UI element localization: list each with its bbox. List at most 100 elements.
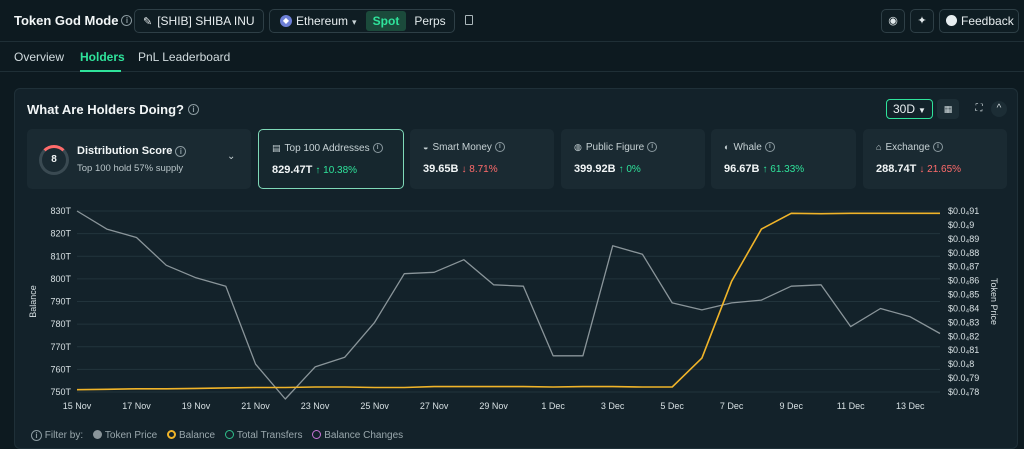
- copy-icon[interactable]: [465, 15, 473, 25]
- chain-dropdown[interactable]: ◆ Ethereum ▾: [270, 10, 366, 32]
- filter-token-price[interactable]: Token Price: [92, 430, 157, 441]
- app-title: Token God Mode i: [14, 13, 133, 28]
- card-value-text: 399.92B: [574, 163, 616, 175]
- feedback-button[interactable]: Feedback: [939, 9, 1019, 33]
- filter-dot: [166, 430, 176, 439]
- y2-tick-label: $0.0₄81: [948, 345, 979, 355]
- info-icon[interactable]: i: [175, 145, 187, 157]
- ethereum-icon: ◆: [280, 14, 292, 27]
- time-range-dropdown[interactable]: 30D ▼: [886, 99, 933, 119]
- x-tick-label: 1 Dec: [541, 401, 565, 411]
- market-spot-toggle[interactable]: Spot: [366, 11, 406, 31]
- token-selector[interactable]: ✎ [SHIB] SHIBA INU: [134, 9, 264, 33]
- holders-line-chart[interactable]: 750T 760T 770T 780T 790T 800T 810T 820T 830T $0.0…: [14, 200, 1010, 422]
- collapse-button[interactable]: ^: [991, 101, 1007, 117]
- app-title-text: Token God Mode: [14, 13, 119, 28]
- info-icon[interactable]: i: [764, 142, 775, 153]
- info-icon[interactable]: i: [494, 142, 505, 153]
- market-perps-toggle[interactable]: Perps: [414, 14, 446, 28]
- pencil-icon: ✎: [143, 16, 153, 28]
- filter-balance-changes[interactable]: Balance Changes: [312, 430, 403, 441]
- chevron-down-icon: ▾: [352, 17, 357, 27]
- tab-holders[interactable]: Holders: [80, 50, 125, 64]
- x-tick-label: 25 Nov: [360, 401, 389, 411]
- y-tick-label: 760T: [50, 364, 71, 374]
- chat-bubble-icon: [946, 15, 957, 27]
- y2-tick-label: $0.0₄78: [948, 387, 979, 397]
- time-range-label: 30D: [893, 102, 916, 116]
- panel-title: What Are Holders Doing? i: [27, 102, 199, 117]
- y-tick-label: 780T: [50, 319, 71, 329]
- info-icon[interactable]: i: [187, 104, 199, 116]
- top-bar: Token God Mode i ✎ [SHIB] SHIBA INU ◆ Ether…: [0, 0, 1024, 42]
- chevron-up-icon: ^: [996, 103, 1002, 114]
- card-label-text: Smart Money: [432, 142, 492, 153]
- panel-title-text: What Are Holders Doing?: [27, 102, 184, 117]
- expand-icon: ⛶: [975, 103, 983, 114]
- y2-tick-label: $0.0₄89: [948, 234, 979, 244]
- info-icon[interactable]: i: [932, 142, 943, 153]
- x-tick-label: 3 Dec: [601, 401, 625, 411]
- y-tick-label: 770T: [50, 342, 71, 352]
- token-label: [SHIB] SHIBA INU: [157, 14, 255, 28]
- series-line-token-price: [76, 210, 941, 400]
- watch-button[interactable]: ◉: [881, 9, 905, 33]
- y2-tick-label: $0.0₄88: [948, 248, 979, 258]
- card-public-figure[interactable]: ◍ Public Figure i 399.92B ↑ 0%: [561, 129, 705, 189]
- chevron-down-icon[interactable]: ⌄: [227, 151, 236, 162]
- calendar-button[interactable]: ▦: [937, 99, 959, 119]
- card-label-text: Top 100 Addresses: [284, 143, 370, 154]
- x-tick-label: 17 Nov: [122, 401, 151, 411]
- filter-dot: [224, 430, 234, 439]
- filter-balance[interactable]: Balance: [166, 430, 215, 441]
- filter-dot: [312, 430, 322, 439]
- y2-tick-label: $0.0₄86: [948, 276, 979, 286]
- x-tick-label: 23 Nov: [301, 401, 330, 411]
- y2-tick-label: $0.0₄9: [948, 220, 974, 230]
- card-value-text: 96.67B: [724, 163, 760, 175]
- card-top-100-addresses[interactable]: ▤ Top 100 Addresses i 829.47T ↑ 10.38%: [258, 129, 404, 189]
- x-tick-label: 7 Dec: [720, 401, 744, 411]
- card-value: 288.74T ↓ 21.65%: [876, 163, 961, 175]
- info-icon[interactable]: i: [372, 143, 383, 154]
- filter-label: i Filter by:: [31, 430, 83, 441]
- y2-tick-label: $0.0₄83: [948, 317, 979, 327]
- card-whale[interactable]: ◐ Whale i 96.67B ↑ 61.33%: [711, 129, 856, 189]
- smart-money-icon: ◒: [423, 142, 429, 152]
- card-label: ◒ Smart Money i: [423, 142, 505, 153]
- x-tick-label: 29 Nov: [479, 401, 508, 411]
- exchange-icon: ⌂: [876, 142, 882, 152]
- whale-icon: ◐: [724, 142, 730, 152]
- distribution-score-card[interactable]: 8 Distribution Score i Top 100 hold 57% s…: [27, 129, 251, 189]
- x-tick-label: 15 Nov: [63, 401, 92, 411]
- active-tab-indicator: [80, 70, 121, 72]
- x-tick-label: 13 Dec: [896, 401, 925, 411]
- filter-total-transfers[interactable]: Total Transfers: [224, 430, 303, 442]
- info-icon[interactable]: i: [121, 15, 133, 27]
- y2-tick-label: $0.0₄82: [948, 331, 979, 341]
- filter-total-transfers-label: Total Transfers: [236, 430, 303, 442]
- chain-label: Ethereum: [296, 14, 349, 28]
- info-icon[interactable]: i: [647, 142, 658, 153]
- card-value: 39.65B ↓ 8.71%: [423, 163, 498, 175]
- card-exchange[interactable]: ⌂ Exchange i 288.74T ↓ 21.65%: [863, 129, 1007, 189]
- info-icon[interactable]: i: [31, 430, 42, 441]
- x-tick-label: 11 Dec: [837, 401, 865, 411]
- tab-pnl-leaderboard[interactable]: PnL Leaderboard: [138, 50, 231, 64]
- y2-tick-label: $0.0₄84: [948, 303, 979, 313]
- fullscreen-button[interactable]: ⛶: [971, 101, 987, 117]
- public-figure-icon: ◍: [574, 142, 582, 152]
- card-change: ↑ 0%: [618, 164, 641, 175]
- y2-tick-label: $0.0₄85: [948, 290, 979, 300]
- pin-button[interactable]: ✦: [910, 9, 934, 33]
- distribution-title-text: Distribution Score: [77, 145, 173, 157]
- card-label: ▤ Top 100 Addresses i: [272, 143, 383, 154]
- distribution-title: Distribution Score i: [77, 145, 187, 157]
- tab-overview[interactable]: Overview: [14, 50, 65, 64]
- card-change: ↓ 8.71%: [461, 164, 498, 175]
- y2-tick-label: $0.0₄91: [948, 206, 979, 216]
- y2-tick-label: $0.0₄87: [948, 262, 979, 272]
- card-smart-money[interactable]: ◒ Smart Money i 39.65B ↓ 8.71%: [410, 129, 554, 189]
- card-change: ↑ 10.38%: [315, 165, 358, 176]
- x-tick-label: 19 Nov: [182, 401, 211, 411]
